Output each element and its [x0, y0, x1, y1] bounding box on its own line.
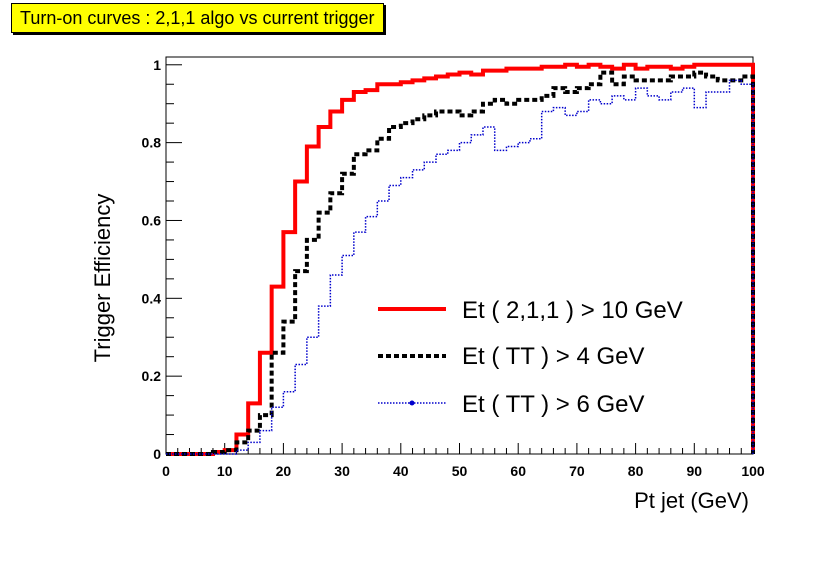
- x-axis-ticks: 0 10 20 30 40 50 60 70 80 90 100: [162, 443, 765, 479]
- x-tick-label: 40: [393, 463, 409, 479]
- y-tick-label: 1: [153, 57, 161, 73]
- legend: Et ( 2,1,1 ) > 10 GeV Et ( TT ) > 4 GeV …: [378, 297, 683, 418]
- x-tick-label: 30: [334, 463, 350, 479]
- x-tick-label: 50: [452, 463, 468, 479]
- x-tick-label: 80: [628, 463, 644, 479]
- y-tick-label: 0.8: [142, 135, 162, 151]
- y-tick-label: 0.6: [142, 212, 162, 228]
- x-tick-label: 90: [687, 463, 703, 479]
- y-tick-label: 0: [153, 446, 161, 462]
- series-layer: [166, 62, 755, 456]
- series-line-3: [166, 79, 754, 455]
- x-axis-label: Pt jet (GeV): [634, 488, 749, 513]
- x-tick-label: 10: [217, 463, 233, 479]
- x-tick-label: 70: [569, 463, 585, 479]
- x-tick-label: 0: [162, 463, 170, 479]
- chart-title: Turn-on curves : 2,1,1 algo vs current t…: [11, 3, 384, 33]
- series-line-2: [166, 70, 755, 456]
- x-tick-label: 100: [741, 463, 765, 479]
- series-line-1: [166, 62, 755, 456]
- x-tick-label: 60: [510, 463, 526, 479]
- legend-label-series-3: Et ( TT ) > 6 GeV: [462, 391, 645, 418]
- x-tick-label: 20: [276, 463, 292, 479]
- y-tick-label: 0.2: [142, 368, 162, 384]
- plot-frame: [165, 56, 754, 455]
- y-tick-label: 0.4: [142, 290, 162, 306]
- legend-label-series-2: Et ( TT ) > 4 GeV: [462, 343, 645, 370]
- legend-marker-series-3: [409, 400, 415, 406]
- y-axis-label: Trigger Efficiency: [90, 194, 115, 363]
- legend-label-series-1: Et ( 2,1,1 ) > 10 GeV: [462, 297, 683, 324]
